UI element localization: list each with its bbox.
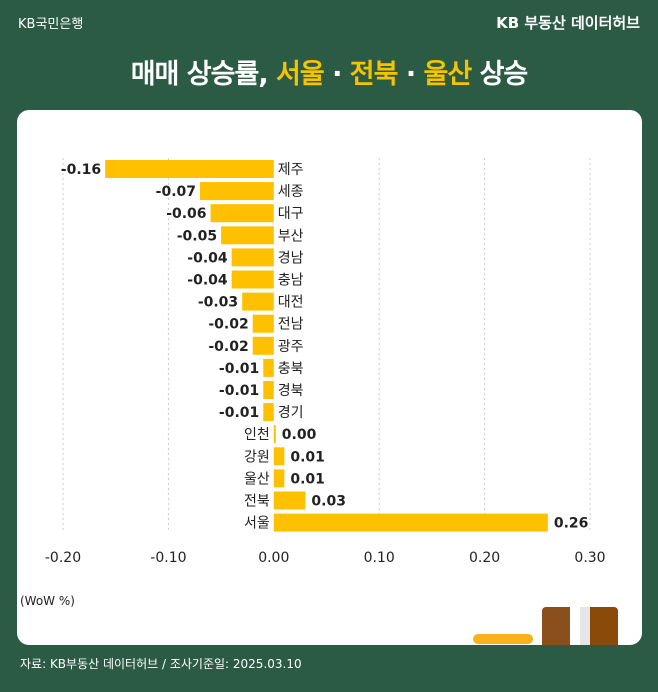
value-label: -0.04 [187, 273, 228, 289]
x-tick-label: 0.10 [364, 550, 395, 566]
category-label: 광주 [278, 339, 304, 355]
value-label: 0.01 [290, 449, 325, 465]
category-label: 세종 [278, 184, 304, 200]
x-axis-unit: (WoW %) [20, 594, 75, 608]
x-tick-label: -0.10 [150, 550, 186, 566]
decoration [580, 607, 590, 645]
bar [273, 425, 276, 444]
bar [242, 292, 274, 311]
bar [231, 270, 274, 289]
bar [221, 226, 274, 245]
category-label: 대구 [278, 206, 304, 222]
value-label: 0.00 [282, 427, 317, 443]
bar [273, 513, 548, 532]
decoration [473, 634, 533, 644]
bar [105, 160, 274, 178]
value-label: -0.01 [219, 383, 259, 399]
category-label: 경남 [278, 250, 304, 266]
value-label: 0.03 [311, 494, 346, 510]
bar [210, 204, 274, 223]
decoration [590, 607, 618, 645]
value-label: -0.07 [156, 184, 196, 200]
title-highlight-jeonbuk: 전북 [349, 59, 399, 90]
title-sep: · [323, 59, 350, 90]
x-tick-label: 0.00 [258, 550, 289, 566]
bar [273, 491, 306, 510]
category-label: 충남 [278, 273, 304, 289]
kb-bank-logo: KB국민은행 [18, 17, 84, 32]
category-label: 전북 [244, 494, 270, 510]
bar [263, 381, 274, 399]
category-label: 울산 [244, 471, 270, 487]
category-label: 제주 [278, 162, 304, 178]
decoration [542, 607, 570, 645]
category-label: 전남 [278, 317, 304, 333]
x-tick-label: -0.20 [45, 550, 81, 566]
bar [273, 469, 285, 488]
category-label: 대전 [278, 295, 304, 311]
title-highlight-ulsan: 울산 [423, 59, 472, 90]
value-label: -0.02 [208, 317, 248, 333]
x-tick-label: 0.30 [574, 550, 605, 566]
source-note: 자료: KB부동산 데이터허브 / 조사기준일: 2025.03.10 [20, 657, 302, 671]
bar [231, 248, 274, 267]
value-label: -0.02 [208, 339, 248, 355]
category-label: 경기 [278, 405, 304, 421]
category-label: 서울 [244, 516, 270, 532]
category-label: 인천 [244, 427, 270, 443]
value-label: 0.01 [290, 471, 325, 487]
category-label: 경북 [278, 383, 304, 399]
title-suffix: 상승 [471, 59, 529, 90]
bar [263, 358, 274, 377]
category-label: 충북 [278, 361, 304, 377]
bar [273, 447, 285, 466]
value-label: -0.01 [219, 405, 259, 421]
data-hub-label: KB 부동산 데이터허브 [496, 14, 640, 32]
value-label: -0.04 [187, 250, 228, 266]
chart-card [17, 110, 642, 645]
value-label: -0.06 [166, 206, 206, 222]
bar [252, 314, 274, 333]
category-label: 부산 [278, 228, 304, 244]
value-label: -0.01 [219, 361, 259, 377]
value-label: -0.16 [61, 162, 101, 178]
title-highlight-seoul: 서울 [275, 59, 325, 90]
page-title: 매매 상승률, 서울 · 전북 · 울산 상승 [0, 52, 658, 91]
bar [252, 336, 274, 355]
category-label: 강원 [244, 449, 270, 465]
bar [263, 403, 274, 422]
value-label: -0.05 [177, 228, 217, 244]
title-sep: · [397, 59, 424, 90]
bar [200, 182, 274, 201]
x-tick-label: 0.20 [469, 550, 500, 566]
value-label: 0.26 [554, 516, 589, 532]
title-prefix: 매매 상승률, [130, 59, 276, 90]
value-label: -0.03 [198, 295, 238, 311]
